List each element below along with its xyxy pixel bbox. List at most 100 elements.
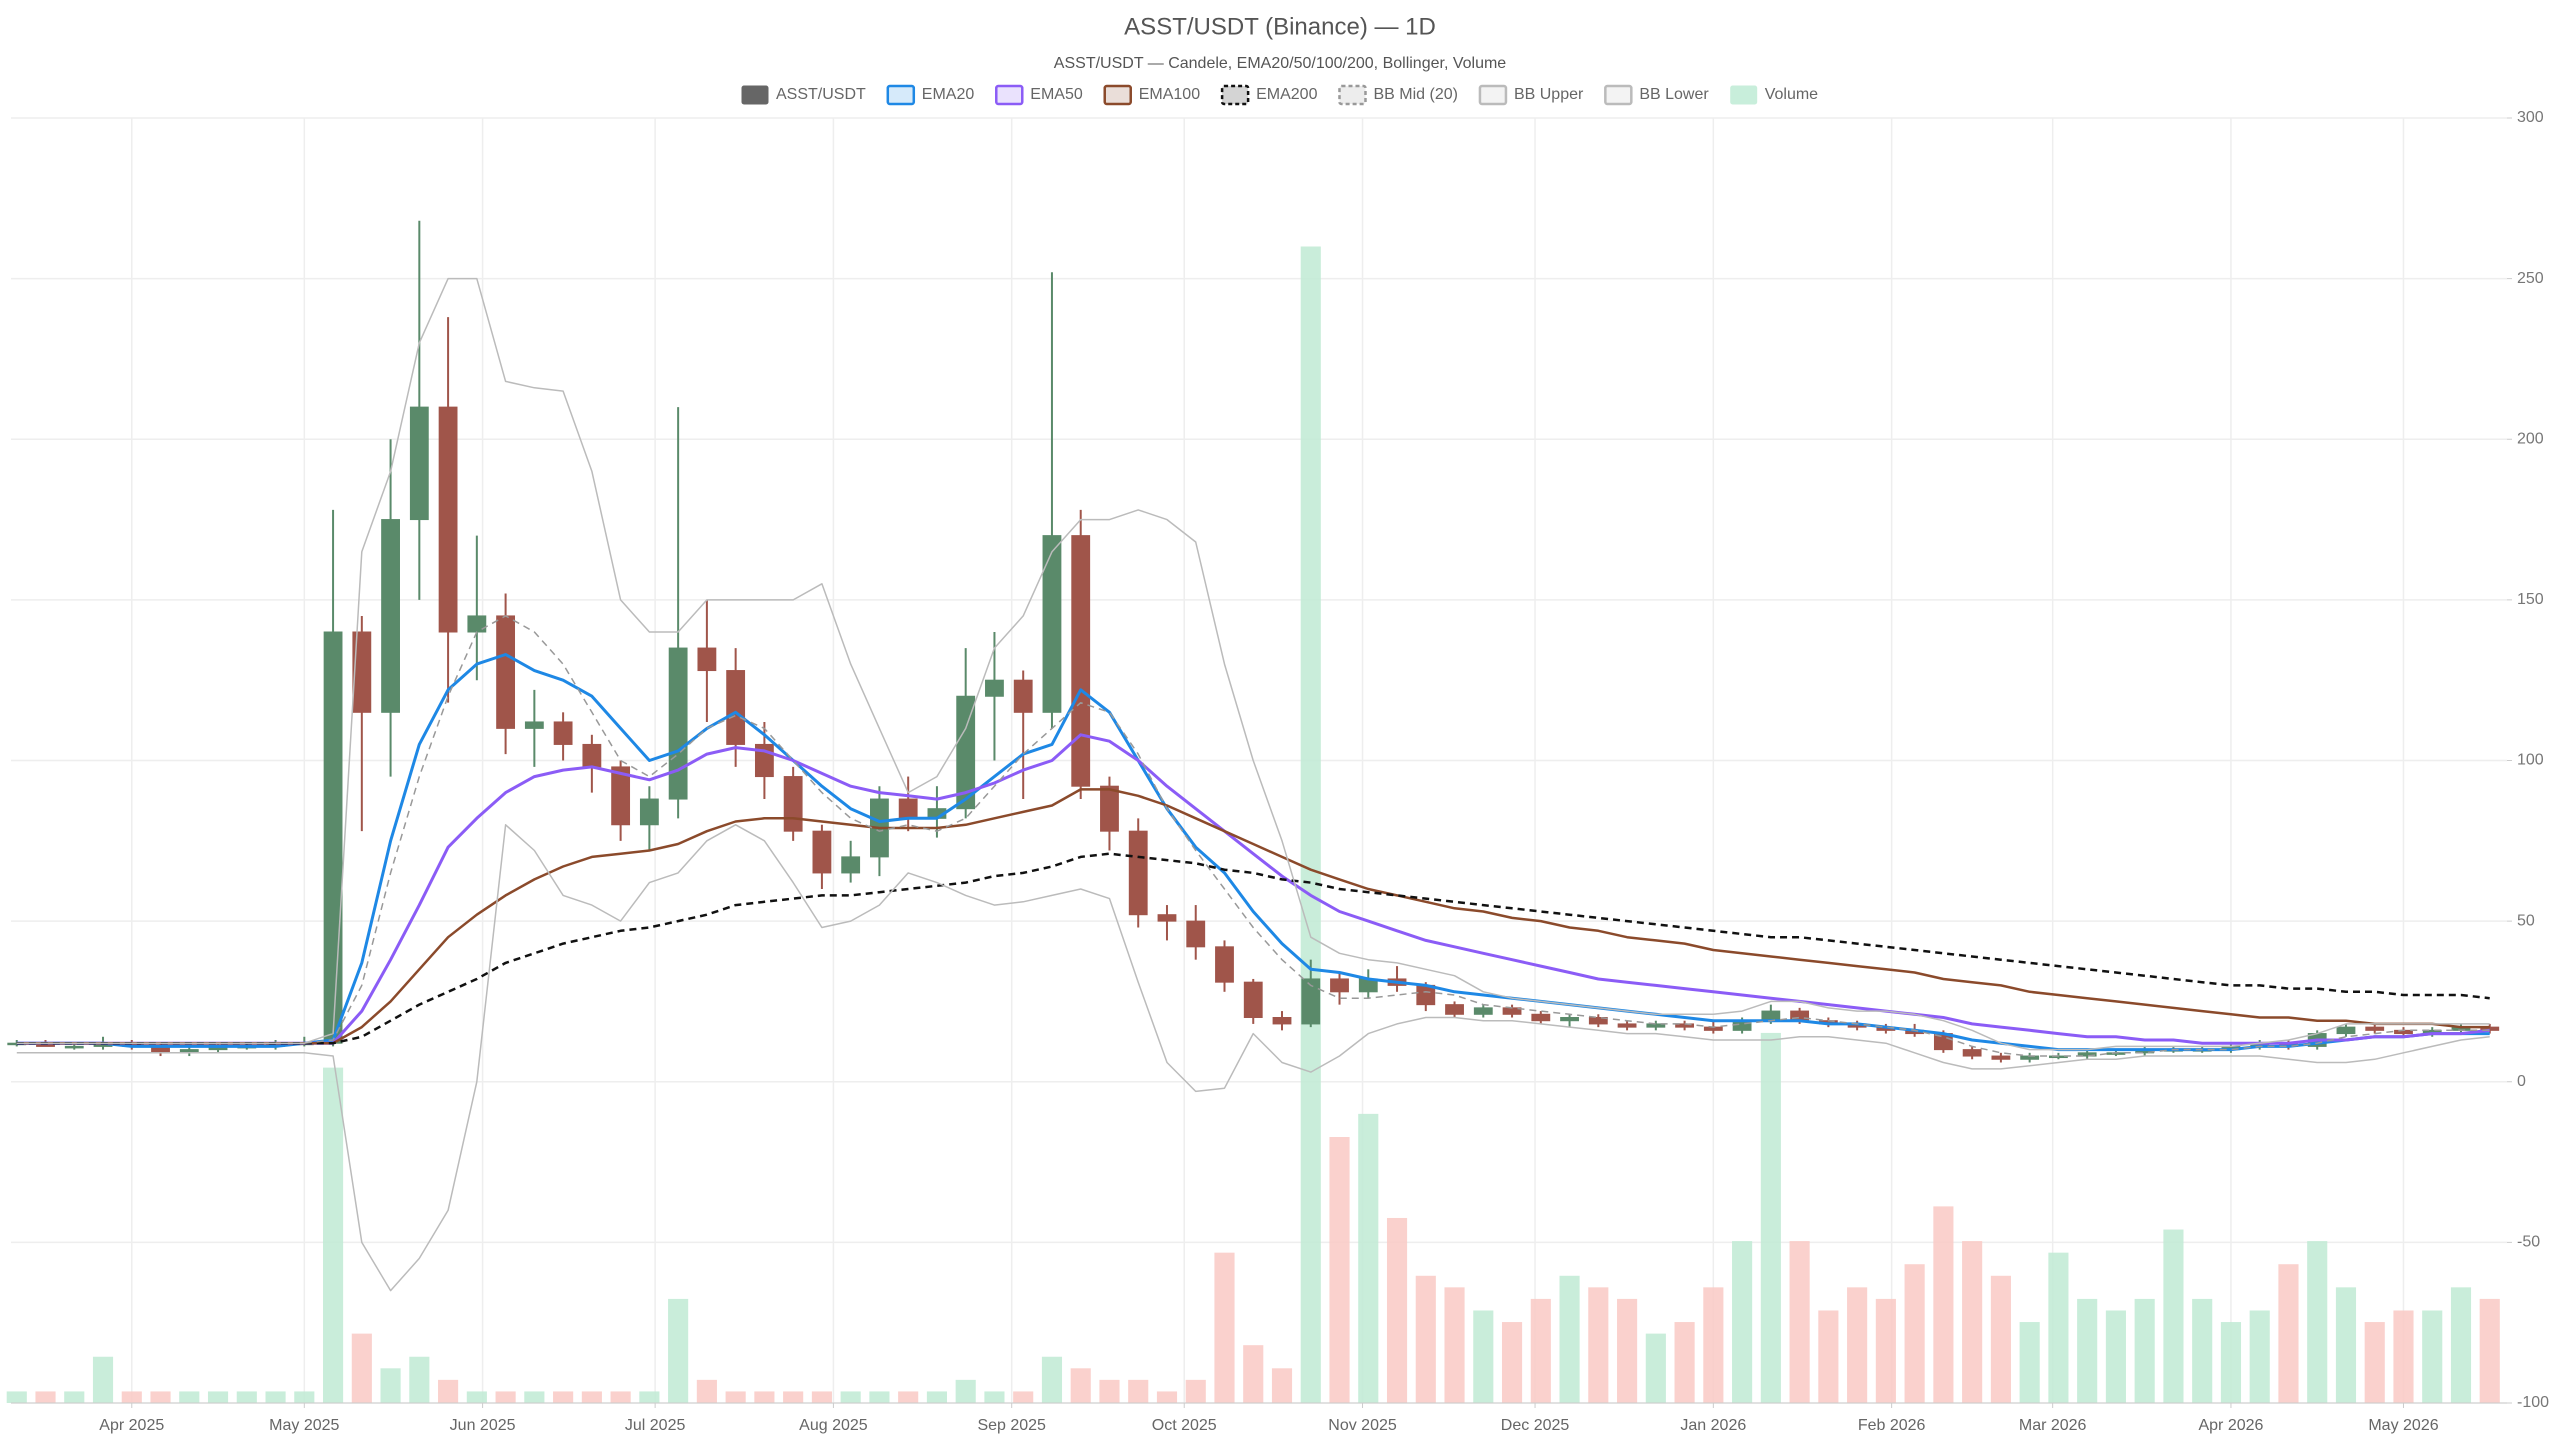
volume-bar — [553, 1391, 574, 1403]
legend-item: BB Upper — [1478, 84, 1584, 106]
x-tick-label: Aug 2025 — [799, 1417, 868, 1434]
candle-body — [726, 670, 746, 745]
x-tick-label: Dec 2025 — [1501, 1417, 1570, 1434]
legend-item: EMA100 — [1103, 84, 1200, 106]
candle-body — [1013, 679, 1033, 713]
volume-bar — [92, 1356, 114, 1403]
volume-bar — [1070, 1368, 1091, 1403]
volume-bar — [179, 1391, 200, 1403]
volume-bar — [380, 1368, 401, 1403]
volume-bar — [2307, 1241, 2328, 1403]
legend-swatch — [886, 84, 916, 106]
volume-bar — [725, 1391, 746, 1403]
volume-bar — [1013, 1391, 1034, 1403]
chart-title: ASST/USDT (Binance) — 1D — [1124, 13, 1436, 40]
x-tick-label: Jun 2025 — [450, 1417, 516, 1434]
volume-bar — [1990, 1275, 2011, 1403]
candle-body — [2077, 1052, 2097, 1057]
volume-bar — [121, 1391, 142, 1403]
candle-body — [668, 647, 688, 800]
candle-body — [496, 615, 516, 729]
candle-body — [1186, 920, 1206, 948]
candle-body — [1473, 1007, 1493, 1015]
volume-bar — [1645, 1333, 1666, 1403]
volume-bar — [35, 1391, 56, 1403]
volume-bar — [438, 1379, 459, 1403]
volume-bar — [466, 1391, 487, 1403]
legend-label: EMA50 — [1030, 86, 1083, 103]
x-tick-label: May 2025 — [269, 1417, 339, 1434]
candle-body — [783, 776, 803, 832]
volume-bar — [1559, 1275, 1580, 1403]
volume-bar — [2393, 1310, 2414, 1403]
x-tick-label: Mar 2026 — [2019, 1417, 2087, 1434]
candle-body — [956, 695, 976, 810]
volume-bar — [1444, 1287, 1465, 1403]
volume-bar — [898, 1391, 919, 1403]
x-tick-label: Apr 2025 — [99, 1417, 164, 1434]
volume-bar — [1732, 1241, 1753, 1403]
volume-bar — [236, 1391, 257, 1403]
volume-bar — [783, 1391, 804, 1403]
legend: ASST/USDT EMA20 EMA50 EMA100 EMA200 BB Mid (2… — [741, 84, 1818, 106]
volume-bar — [1962, 1241, 1983, 1403]
legend-swatch — [995, 84, 1024, 106]
volume-bar — [1271, 1368, 1293, 1403]
volume-bar — [1099, 1379, 1120, 1403]
volume-bar — [1473, 1310, 1494, 1403]
volume-bar — [1358, 1113, 1379, 1403]
volume-bar — [207, 1391, 229, 1403]
volume-bar — [294, 1391, 315, 1403]
candle-body — [467, 615, 487, 633]
legend-swatch — [1604, 84, 1633, 106]
volume-bar — [1156, 1391, 1178, 1403]
volume-bar — [984, 1391, 1005, 1403]
candle-body — [898, 798, 918, 819]
volume-bar — [265, 1391, 286, 1403]
volume-bar — [2364, 1322, 2385, 1403]
volume-bar — [1617, 1298, 1638, 1403]
volume-bar — [696, 1379, 717, 1403]
volume-bar — [64, 1391, 85, 1403]
volume-bar — [2019, 1322, 2040, 1403]
volume-bar — [1847, 1287, 1868, 1403]
volume-bar — [1300, 246, 1321, 1403]
legend-label: EMA20 — [922, 86, 975, 103]
candle-body — [1215, 946, 1234, 983]
y-tick-label: 50 — [2517, 912, 2535, 929]
x-tick-label: Apr 2026 — [2198, 1417, 2263, 1434]
volume-bar — [1128, 1379, 1149, 1403]
x-tick-label: Nov 2025 — [1328, 1417, 1397, 1434]
x-tick-label: May 2026 — [2368, 1417, 2438, 1434]
legend-item: EMA20 — [886, 84, 975, 106]
indicator-line — [16, 852, 2490, 1045]
legend-swatch — [741, 85, 769, 105]
volume-bar — [524, 1391, 545, 1403]
volume-bar — [2479, 1298, 2500, 1403]
volume-bar — [811, 1391, 832, 1403]
volume-bar — [1501, 1322, 1523, 1403]
legend-item: EMA200 — [1220, 84, 1318, 106]
grid — [11, 117, 2507, 1404]
candle-body — [611, 766, 631, 826]
candle-body — [1243, 981, 1263, 1018]
volume-bar — [1674, 1322, 1695, 1403]
candle-body — [1531, 1013, 1551, 1022]
indicator-line — [16, 824, 2490, 1292]
volume-bar — [2278, 1264, 2299, 1403]
legend-label: BB Mid (20) — [1373, 86, 1457, 103]
y-tick-label: 200 — [2517, 430, 2544, 447]
volume-layer — [6, 246, 2500, 1403]
volume-bar — [869, 1391, 890, 1403]
candle-body — [985, 679, 1004, 697]
volume-bar — [2450, 1287, 2472, 1403]
volume-bar — [2134, 1298, 2155, 1403]
volume-bar — [581, 1391, 602, 1403]
candle-body — [1560, 1017, 1579, 1022]
candle-body — [323, 631, 343, 1044]
candle-body — [2480, 1026, 2500, 1031]
volume-bar — [1933, 1206, 1954, 1403]
legend-swatch — [1730, 85, 1758, 105]
candle-body — [64, 1045, 84, 1049]
